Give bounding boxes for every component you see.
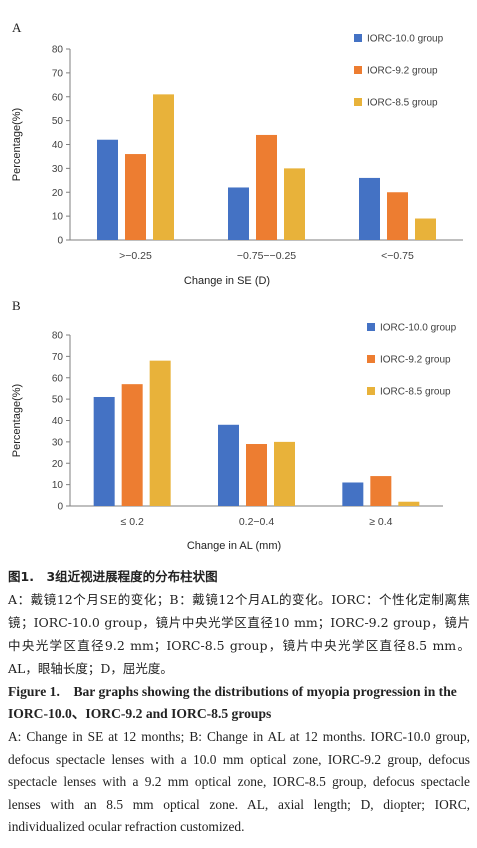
x-axis-label: Change in AL (mm)	[187, 540, 281, 552]
y-tick-label: 60	[52, 373, 64, 384]
x-tick-label: <−0.75	[381, 250, 414, 262]
legend-swatch-2	[367, 355, 375, 363]
bar-2	[387, 192, 408, 240]
chart-b-svg: 0 10 20 30 40 50 60 70 80 Percentage(%) ≤ 0.2 0.2−0…	[11, 323, 457, 553]
bar-3	[153, 94, 174, 240]
y-axis-label: Percentage(%)	[11, 384, 23, 457]
x-tick-label: ≤ 0.2	[121, 516, 144, 528]
y-tick-label: 20	[52, 459, 64, 470]
legend-swatch-3	[367, 387, 375, 395]
y-tick-label: 20	[52, 188, 64, 199]
y-tick-label: 40	[52, 416, 64, 427]
legend-label: IORC-9.2 group	[380, 355, 451, 366]
caption-zh-body: A：戴镜12个月SE的变化；B：戴镜12个月AL的变化。IORC：个性化定制离焦…	[8, 592, 470, 676]
y-tick-label: 40	[52, 140, 64, 151]
y-tick-label: 50	[52, 395, 64, 406]
x-tick-label: ≥ 0.4	[369, 516, 392, 528]
bar-2	[256, 134, 277, 240]
y-tick-label: 50	[52, 116, 64, 127]
caption-zh-title: 图1. 3组近视进展程度的分布柱状图	[8, 569, 218, 584]
y-tick-label: 30	[52, 164, 64, 175]
bar-1	[342, 482, 364, 506]
legend-swatch-1	[367, 323, 375, 331]
y-tick-label: 30	[52, 437, 64, 448]
bar-1	[228, 187, 249, 240]
caption-en-title: Figure 1. Bar graphs showing the distrib…	[8, 684, 457, 721]
legend-label: IORC-8.5 group	[380, 387, 451, 398]
x-tick-label: >−0.25	[119, 250, 152, 262]
bar-3	[274, 441, 295, 506]
panel-label-a: A	[12, 20, 22, 35]
y-tick-label: 80	[52, 331, 64, 342]
panel-label-b: B	[12, 298, 21, 313]
caption-en-body: A: Change in SE at 12 months; B: Change …	[8, 729, 470, 834]
bar-1	[359, 177, 380, 240]
y-tick-label: 60	[52, 92, 64, 103]
y-tick-label: 70	[52, 68, 64, 79]
legend-label: IORC-10.0 group	[380, 323, 457, 334]
bar-3	[149, 360, 171, 506]
legend-label: IORC-10.0 group	[367, 34, 444, 45]
bar-3	[398, 501, 420, 506]
bar-1	[218, 424, 239, 506]
bar-1	[93, 396, 115, 506]
x-tick-label: 0.2−0.4	[239, 516, 274, 528]
legend-swatch-1	[354, 34, 362, 42]
bar-2	[121, 384, 143, 506]
x-axis-label: Change in SE (D)	[184, 275, 270, 287]
y-tick-label: 70	[52, 352, 64, 363]
chart-a-svg: 0 10 20 30 40 50 60 70 80 Percentage(%) >−0.25 −0.7…	[11, 34, 463, 287]
bar-2	[370, 476, 392, 506]
y-tick-label: 0	[57, 502, 63, 513]
legend-label: IORC-8.5 group	[367, 98, 438, 109]
legend-swatch-3	[354, 98, 362, 106]
bar-2	[246, 444, 267, 506]
y-tick-label: 80	[52, 45, 64, 56]
y-tick-label: 0	[57, 236, 63, 247]
bar-3	[284, 168, 305, 240]
legend-label: IORC-9.2 group	[367, 66, 438, 77]
y-axis-label: Percentage(%)	[11, 108, 23, 181]
x-tick-label: −0.75−−0.25	[237, 250, 296, 262]
bar-1	[97, 139, 118, 240]
chart-panel-a: A 0 10 20 30 40 50 60 70 80 Percentage(%) >−0.25 −0…	[0, 0, 477, 292]
bar-2	[125, 154, 146, 240]
legend-swatch-2	[354, 66, 362, 74]
bar-3	[415, 218, 436, 240]
y-tick-label: 10	[52, 212, 64, 223]
chart-panel-b: B 0 10 20 30 40 50 60 70 80 Percentage(%) ≤ 0.2 0.2…	[0, 292, 477, 560]
y-tick-label: 10	[52, 480, 64, 491]
